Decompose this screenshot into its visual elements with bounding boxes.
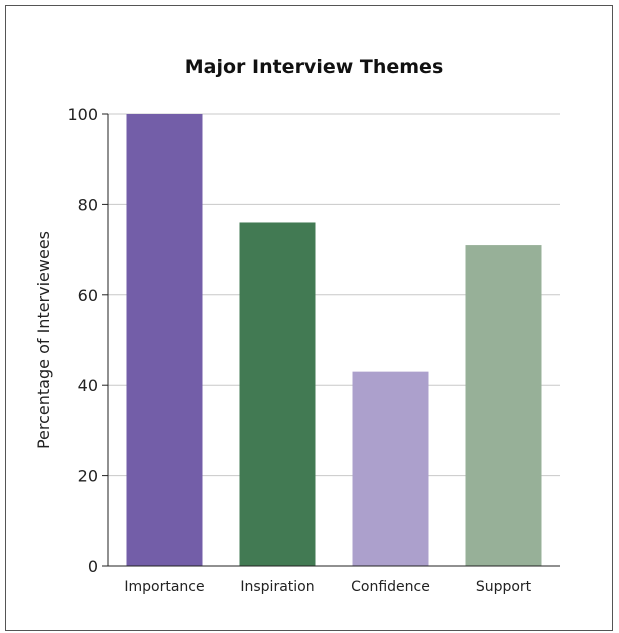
y-tick-label: 80	[78, 195, 98, 214]
x-tick-label: Support	[476, 579, 532, 595]
y-tick-label: 40	[78, 376, 98, 395]
y-tick-label: 60	[78, 286, 98, 305]
bar-importance	[127, 114, 203, 566]
bar-confidence	[353, 372, 429, 566]
x-tick-label: Inspiration	[240, 579, 314, 595]
y-tick-label: 100	[67, 105, 98, 124]
x-tick-labels: Importance Inspiration Confidence Support	[124, 579, 531, 595]
y-tick-label: 20	[78, 467, 98, 486]
bar-support	[466, 245, 542, 566]
bars	[127, 114, 542, 566]
y-tick-label: 0	[88, 557, 98, 576]
x-tick-label: Importance	[124, 579, 204, 595]
y-tick-labels: 0 20 40 60 80 100	[67, 105, 98, 576]
bar-inspiration	[240, 222, 316, 566]
x-tick-label: Confidence	[351, 579, 430, 595]
y-axis-label: Percentage of Interviewees	[34, 231, 53, 449]
chart-title: Major Interview Themes	[185, 56, 444, 78]
